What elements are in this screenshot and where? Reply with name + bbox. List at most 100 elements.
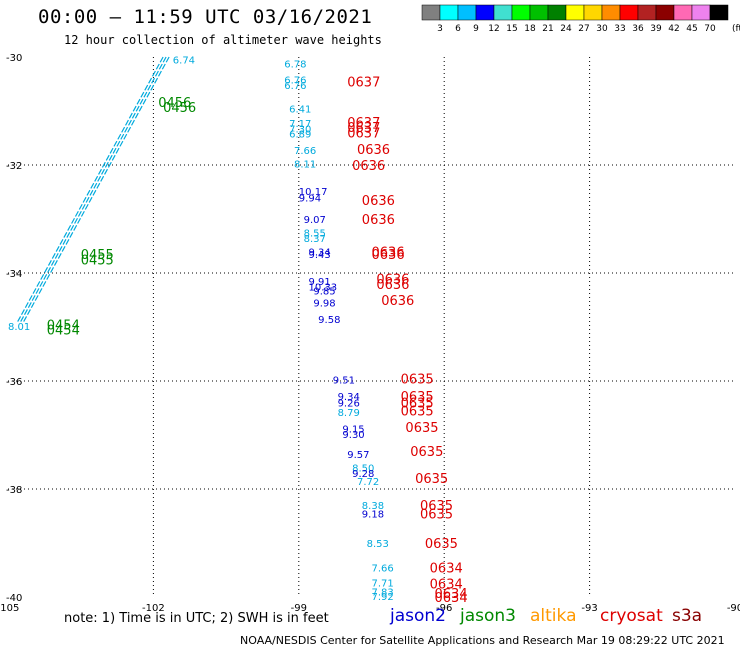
track-line <box>20 56 167 322</box>
y-tick-label: -36 <box>6 377 22 388</box>
colorbar-swatch <box>601 4 621 21</box>
x-tick-label: -105 <box>0 603 19 614</box>
colorbar-swatch <box>691 4 711 21</box>
chart-subtitle: 12 hour collection of altimeter wave hei… <box>64 33 382 47</box>
swh-value: 8.37 <box>304 234 326 245</box>
swh-value: 9.34 <box>308 247 330 258</box>
time-label: 0635 <box>410 445 443 460</box>
time-label: 0635 <box>425 537 458 552</box>
swh-value: 8.55 <box>304 229 326 240</box>
swh-value: 6.76 <box>284 81 306 92</box>
colorbar-tick-label: 30 <box>596 24 608 34</box>
x-tick-label: -96 <box>436 603 452 614</box>
y-tick-label: -40 <box>6 593 22 604</box>
time-label: 0635 <box>415 472 448 487</box>
colorbar-tick-label: 36 <box>632 24 644 34</box>
colorbar-swatch <box>421 4 441 21</box>
swh-value: 6.76 <box>284 76 306 87</box>
swh-value: 9.28 <box>352 469 374 480</box>
colorbar-tick-label: 9 <box>473 24 479 34</box>
time-label: 0637 <box>347 127 380 142</box>
swh-value: 8.01 <box>8 322 30 333</box>
time-label: 0636 <box>376 272 409 287</box>
x-tick-label: -90 <box>727 603 740 614</box>
wave-track <box>17 56 170 322</box>
colorbar-swatch <box>547 4 567 21</box>
colorbar-swatch <box>637 4 657 21</box>
colorbar-swatch <box>673 4 693 21</box>
time-label: 0636 <box>372 248 405 263</box>
swh-value: 7.83 <box>372 588 394 599</box>
swh-value: 8.11 <box>294 159 316 170</box>
swh-value: 7.72 <box>357 477 379 488</box>
colorbar-tick-label: 42 <box>668 24 679 34</box>
colorbar-swatch <box>583 4 603 21</box>
colorbar-tick-label: 39 <box>650 24 662 34</box>
time-label: 0634 <box>435 591 468 606</box>
swh-value: 8.38 <box>362 501 384 512</box>
track-line <box>23 56 170 322</box>
swh-value: 9.15 <box>342 425 364 436</box>
colorbar-swatch <box>475 4 495 21</box>
time-label: 0635 <box>401 372 434 387</box>
legend-jason2: jason2 <box>390 606 446 626</box>
time-label: 0636 <box>376 278 409 293</box>
note-text: note: 1) Time is in UTC; 2) SWH is in fe… <box>64 611 329 626</box>
y-tick-label: -32 <box>6 161 22 172</box>
y-tick-label: -38 <box>6 485 22 496</box>
swh-value: 9.94 <box>299 193 321 204</box>
time-label: 0634 <box>435 587 468 602</box>
time-label: 0635 <box>401 397 434 412</box>
time-label: 0456 <box>158 96 191 111</box>
swh-value: 6.89 <box>289 130 311 141</box>
swh-value: 7.92 <box>372 592 394 603</box>
colorbar-tick-label: 12 <box>488 24 499 34</box>
swh-value: 9.51 <box>333 375 355 386</box>
swh-value: 8.79 <box>338 408 360 419</box>
time-label: 0455 <box>81 254 114 269</box>
time-label: 0635 <box>420 507 453 522</box>
time-label: 0636 <box>362 213 395 228</box>
time-label: 0636 <box>352 159 385 174</box>
x-tick-label: -102 <box>142 603 165 614</box>
time-label: 0636 <box>362 194 395 209</box>
colorbar-tick-label: 18 <box>524 24 536 34</box>
time-label: 0635 <box>420 499 453 514</box>
time-label: 0635 <box>401 405 434 420</box>
colorbar-tick-label: 6 <box>455 24 461 34</box>
swh-value: 9.34 <box>338 392 360 403</box>
swh-value: 10.33 <box>308 283 337 294</box>
track-line <box>17 56 164 322</box>
colorbar-swatch <box>439 4 459 21</box>
swh-value: 6.41 <box>289 104 311 115</box>
time-label: 0455 <box>81 248 114 263</box>
swh-value: 9.30 <box>342 430 364 441</box>
time-label: 0636 <box>372 245 405 260</box>
colorbar-tick-label: 33 <box>614 24 625 34</box>
colorbar-swatch <box>619 4 639 21</box>
colorbar-swatch <box>511 4 531 21</box>
swh-value: 6.74 <box>173 56 195 67</box>
swh-value: 9.98 <box>313 299 335 310</box>
time-label: 0637 <box>347 116 380 131</box>
time-label: 0637 <box>347 121 380 136</box>
colorbar-tick-label: 21 <box>542 24 553 34</box>
colorbar-tick-label: 45 <box>686 24 697 34</box>
time-label: 0456 <box>163 101 196 116</box>
swh-value: 9.91 <box>308 277 330 288</box>
x-tick-label: -93 <box>581 603 597 614</box>
x-tick-label: -99 <box>291 603 307 614</box>
swh-value: 10.17 <box>299 187 328 198</box>
swh-value: 7.66 <box>372 563 394 574</box>
legend-cryosat: cryosat <box>600 606 663 626</box>
colorbar-tick-label: 70 <box>704 24 716 34</box>
swh-value: 7.66 <box>294 146 316 157</box>
colorbar-swatch <box>493 4 513 21</box>
colorbar-swatch <box>565 4 585 21</box>
swh-value: 8.53 <box>367 539 389 550</box>
footer-credit: NOAA/NESDIS Center for Satellite Applica… <box>240 634 725 647</box>
time-label: 0634 <box>430 578 463 593</box>
y-tick-label: -34 <box>6 269 22 280</box>
